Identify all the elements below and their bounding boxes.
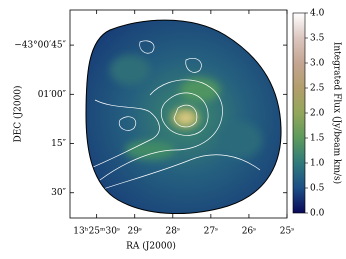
colorbar-tick-label: 2.0 xyxy=(310,109,325,119)
colorbar-tick-label: 3.5 xyxy=(310,34,325,44)
colorbar-tick-label: 1.0 xyxy=(310,159,325,169)
y-axis-label: DEC (J2000) xyxy=(13,85,24,142)
y-tick-label: 15″ xyxy=(51,139,66,149)
flux-image xyxy=(86,20,282,214)
y-tick-label: 30″ xyxy=(51,188,66,198)
x-tick-label: 27ˢ xyxy=(204,227,218,237)
x-axis-label: RA (J2000) xyxy=(126,241,176,252)
colorbar-label: Integrated Flux (Jy/beam km/s) xyxy=(332,42,343,184)
colorbar-tick-label: 4.0 xyxy=(310,9,325,19)
colorbar-tick-label: 3.0 xyxy=(310,59,325,69)
x-tick-label: 25ˢ xyxy=(280,227,294,237)
x-tick-label: 26ˢ xyxy=(242,227,256,237)
y-tick-label: −43°00′45″ xyxy=(14,41,66,51)
colorbar-tick-label: 2.5 xyxy=(310,84,325,94)
colorbar-tick-label: 0.5 xyxy=(310,184,325,194)
colorbar xyxy=(292,12,306,214)
x-tick-label: 28ˢ xyxy=(166,227,180,237)
y-tick-label: 01′00″ xyxy=(38,90,67,100)
colorbar-tick-label: 0.0 xyxy=(310,209,325,219)
x-tick-label: 29ˢ xyxy=(127,227,141,237)
colorbar-tick-label: 1.5 xyxy=(310,134,325,144)
x-tick-label: 13ʰ25ᵐ30ˢ xyxy=(73,227,120,237)
